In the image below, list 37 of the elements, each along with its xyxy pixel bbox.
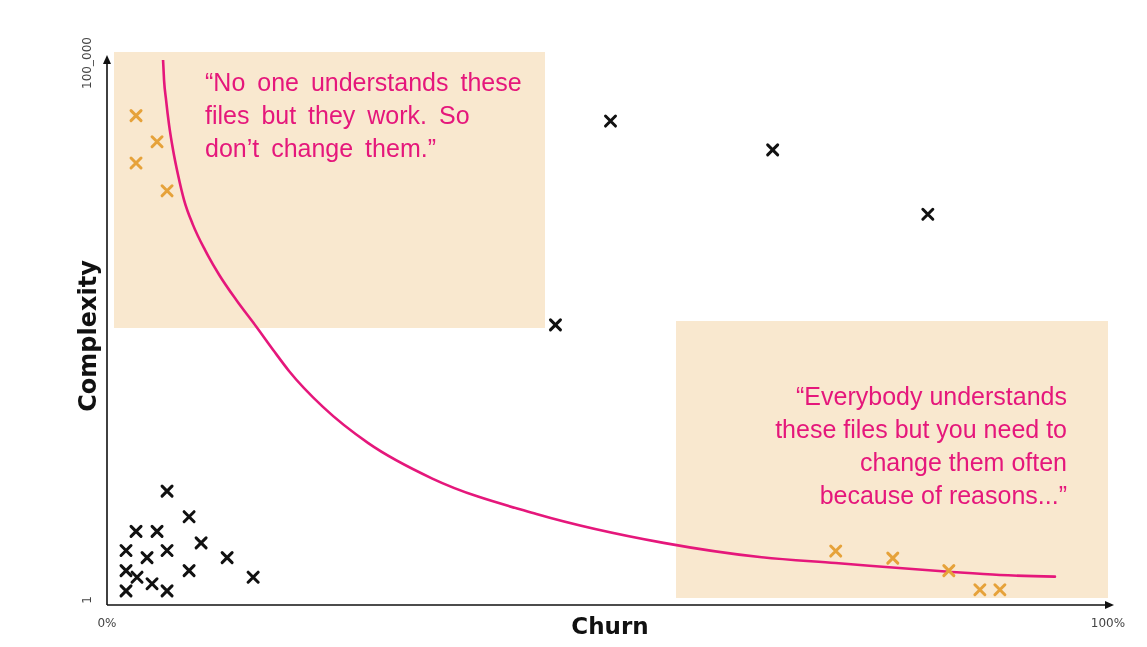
point [829,544,843,558]
x-tick-label: 100% [1090,615,1126,630]
point [160,184,174,198]
annotation: “No one understands these files but they work. So don’t change them.” [205,67,523,164]
x-tick-label: 0% [97,615,117,630]
x-axis-title: Churn [571,613,649,639]
y-axis-title: Complexity [74,259,102,412]
point [993,583,1007,597]
point [194,536,208,550]
point [145,577,159,591]
point [942,564,956,578]
point [130,570,144,584]
point [182,564,196,578]
point [246,570,260,584]
point [150,524,164,538]
point [160,544,174,557]
point [548,318,562,332]
point [119,564,133,578]
point [140,551,154,565]
annotation: “Everybody understands these files but you need to change them often because of reasons...” [774,381,1067,511]
point [604,114,617,128]
point [119,584,133,598]
point [182,510,196,524]
point [129,156,143,170]
point [119,544,133,557]
point [766,143,780,157]
point [220,551,234,565]
point [921,207,935,221]
point [160,484,174,498]
point [150,135,164,149]
text: 1 [80,596,94,604]
point [129,109,143,123]
point [886,551,900,565]
point [973,583,987,597]
point [160,584,174,598]
text: 100_000 [80,37,94,89]
point [129,524,143,538]
